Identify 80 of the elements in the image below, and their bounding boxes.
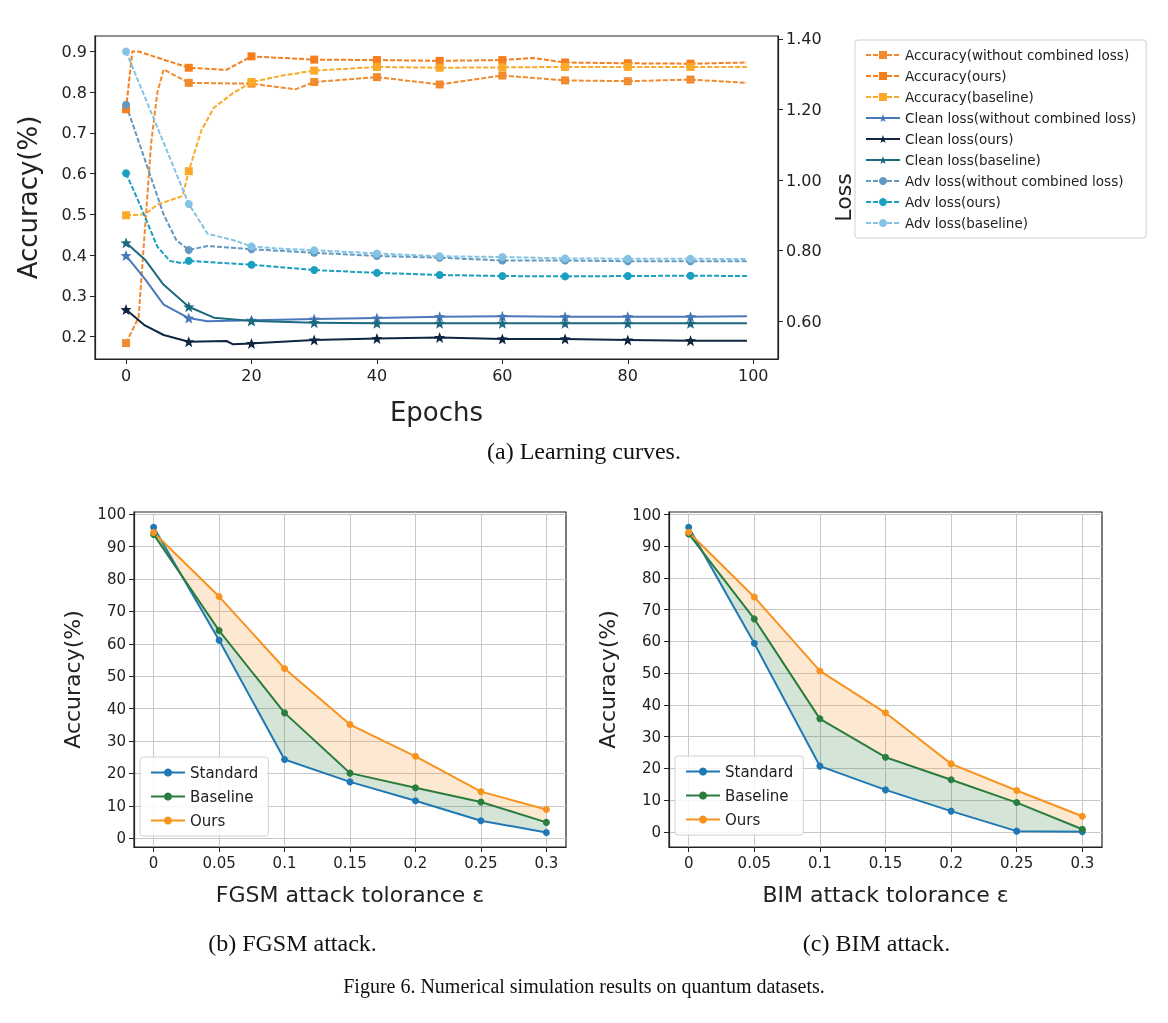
x-tick-label: 0.3 xyxy=(534,853,559,872)
y-tick-label: 0.9 xyxy=(61,41,87,61)
y-tick-label: 30 xyxy=(106,732,126,751)
y-tick-label: 0.6 xyxy=(61,164,87,184)
y2-axis-title: Loss xyxy=(831,173,857,222)
y-tick-label: 50 xyxy=(106,667,126,686)
x-tick-label: 100 xyxy=(737,365,769,385)
x-tick-label: 0 xyxy=(148,853,159,872)
y-tick-label: 10 xyxy=(106,796,126,815)
legend-label: Standard xyxy=(190,763,259,782)
x-tick-label: 0.3 xyxy=(1070,853,1095,872)
y-tick-label: 40 xyxy=(106,699,126,718)
x-tick-label: 0.05 xyxy=(202,853,236,872)
y-tick-label: 0.7 xyxy=(61,123,87,143)
y-tick-label: 40 xyxy=(641,695,661,714)
legend-label: Clean loss(baseline) xyxy=(905,152,1041,168)
text: (c) BIM attack. xyxy=(801,930,952,957)
x-tick-label: 0 xyxy=(683,853,694,872)
x-axis-title: FGSM attack tolorance ε xyxy=(215,881,485,907)
legend-label: Baseline xyxy=(725,786,789,805)
text: (a) Learning curves. xyxy=(486,438,682,465)
y2-tick-label: 1.40 xyxy=(786,29,822,49)
x-tick-label: 0.25 xyxy=(464,853,498,872)
y-axis-title: Accuracy(%) xyxy=(594,610,620,749)
legend-label: Adv loss(ours) xyxy=(905,194,1001,210)
x-tick-label: 0.2 xyxy=(939,853,964,872)
y-tick-label: 0.5 xyxy=(61,204,87,224)
y-tick-label: 0 xyxy=(116,829,126,848)
legend-label: Clean loss(ours) xyxy=(905,131,1014,147)
text: (b) FGSM attack. xyxy=(207,930,378,957)
legend-label: Accuracy(ours) xyxy=(905,68,1007,84)
y2-tick-label: 0.60 xyxy=(786,311,822,331)
x-tick-label: 80 xyxy=(617,365,638,385)
x-tick-label: 0.25 xyxy=(1000,853,1034,872)
y-tick-label: 10 xyxy=(641,791,661,810)
x-tick-label: 0.1 xyxy=(807,853,832,872)
legend-label: Adv loss(baseline) xyxy=(905,215,1029,231)
caption: Figure 6. Numerical simulation results on quantum datasets. xyxy=(342,975,826,998)
legend-label: Accuracy(without combined loss) xyxy=(905,47,1130,63)
y-tick-label: 80 xyxy=(641,568,661,587)
y-tick-label: 30 xyxy=(641,727,661,746)
y-tick-label: 0.2 xyxy=(61,327,87,347)
y-tick-label: 0 xyxy=(651,822,661,841)
y-tick-label: 20 xyxy=(641,759,661,778)
y-tick-label: 0.3 xyxy=(61,286,87,306)
legend-label: Standard xyxy=(725,762,794,781)
x-axis-title: Epochs xyxy=(389,397,484,427)
y-tick-label: 0.8 xyxy=(61,82,87,102)
legend-label: Ours xyxy=(190,811,226,830)
x-axis-title: BIM attack tolorance ε xyxy=(762,881,1009,907)
x-tick-label: 0.05 xyxy=(737,853,771,872)
x-tick-label: 0.15 xyxy=(333,853,367,872)
y-tick-label: 80 xyxy=(106,570,126,589)
y-tick-label: 20 xyxy=(106,764,126,783)
y-tick-label: 70 xyxy=(641,600,661,619)
legend-label: Adv loss(without combined loss) xyxy=(905,173,1124,189)
y-tick-label: 90 xyxy=(106,537,126,556)
y-tick-label: 0.4 xyxy=(61,245,87,265)
x-tick-label: 0.2 xyxy=(403,853,428,872)
y-axis-title: Accuracy(%) xyxy=(13,115,43,280)
y2-tick-label: 1.00 xyxy=(786,170,822,190)
x-tick-label: 40 xyxy=(366,365,388,385)
y-tick-label: 70 xyxy=(106,602,126,621)
x-tick-label: 0.1 xyxy=(272,853,297,872)
y2-tick-label: 1.20 xyxy=(786,99,822,119)
legend-label: Clean loss(without combined loss) xyxy=(905,110,1137,126)
y2-tick-label: 0.80 xyxy=(786,241,822,261)
x-tick-label: 60 xyxy=(492,365,513,385)
y-tick-label: 50 xyxy=(641,664,661,683)
legend-label: Ours xyxy=(725,810,761,829)
legend-label: Accuracy(baseline) xyxy=(905,89,1034,105)
x-tick-label: 20 xyxy=(241,365,262,385)
y-tick-label: 60 xyxy=(641,632,661,651)
x-tick-label: 0.15 xyxy=(868,853,903,872)
y-tick-label: 100 xyxy=(97,505,126,524)
legend-label: Baseline xyxy=(190,787,254,806)
y-tick-label: 90 xyxy=(641,537,661,556)
y-axis-title: Accuracy(%) xyxy=(59,610,85,749)
y-tick-label: 60 xyxy=(106,634,126,653)
y-tick-label: 100 xyxy=(632,505,661,524)
